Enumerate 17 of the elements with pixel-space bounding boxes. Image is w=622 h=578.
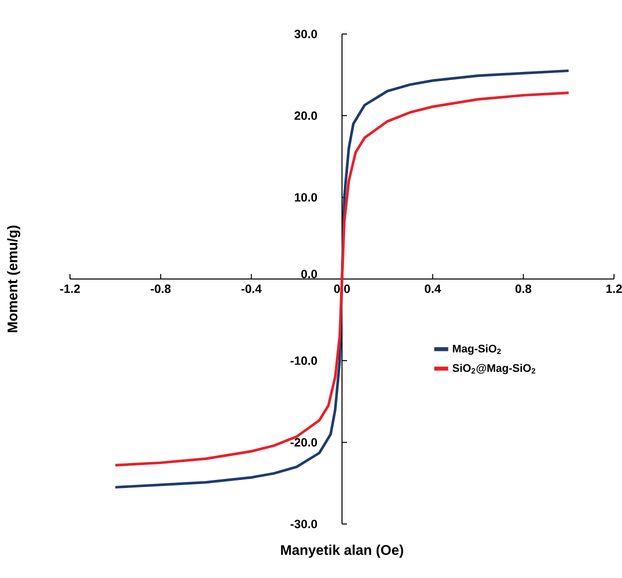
x-tick-label: -0.8 xyxy=(150,284,171,294)
x-tick-label: 0.8 xyxy=(515,284,532,294)
x-tick-label: -0.4 xyxy=(241,284,262,294)
x-tick-label: 1.2 xyxy=(606,284,622,293)
y-tick-label: 10.0 xyxy=(294,193,317,202)
y-tick-label: -10.0 xyxy=(290,356,317,365)
legend-label: Mag-SiO$_{2}$ xyxy=(452,344,501,355)
legend-label: SiO$_{2}$@Mag-SiO$_{2}$ xyxy=(452,364,536,374)
y-tick-label: 30.0 xyxy=(294,30,317,38)
x-tick-label: -1.2 xyxy=(60,284,80,293)
y-tick-label: -20.0 xyxy=(290,438,317,447)
x-tick-label: 0.4 xyxy=(424,284,441,294)
y-tick-label: -30.0 xyxy=(290,520,317,528)
y-axis-title: Moment (emu/g) xyxy=(7,226,20,332)
y-tick-label: 0.0 xyxy=(301,270,317,278)
x-axis-title: Manyetik alan (Oe) xyxy=(281,544,404,558)
y-tick-label: 20.0 xyxy=(294,111,317,120)
